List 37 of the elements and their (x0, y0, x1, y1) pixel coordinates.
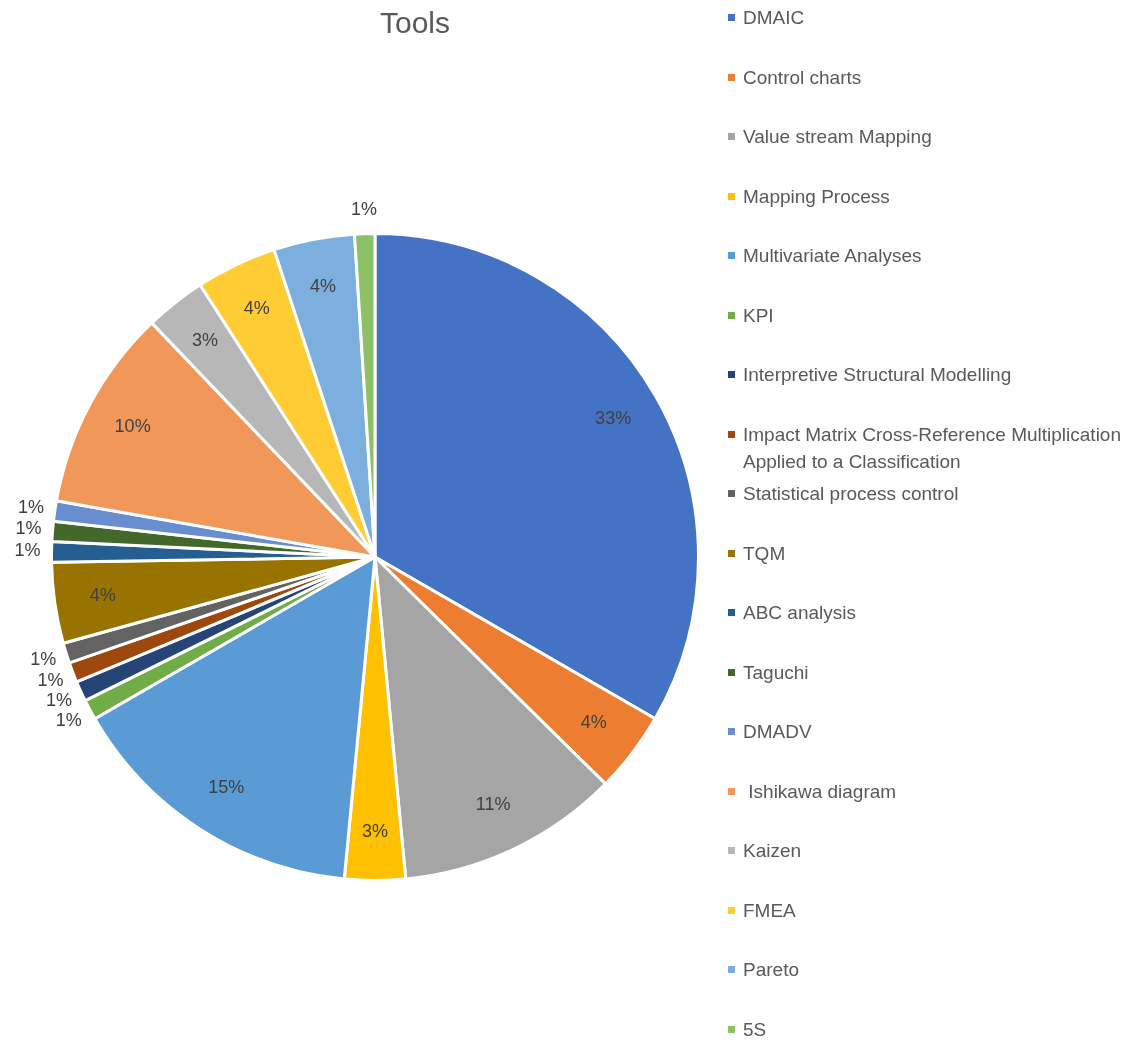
data-label: 4% (243, 297, 270, 318)
legend-label: DMAIC (743, 7, 805, 28)
legend-label: Multivariate Analyses (743, 245, 922, 266)
legend-label: KPI (743, 304, 774, 326)
data-label: 3% (192, 329, 219, 350)
legend-label: Pareto (743, 959, 799, 980)
data-label: 1% (30, 649, 57, 670)
legend-label: Kaizen (743, 840, 802, 861)
legend-label: Value stream Mapping (743, 126, 932, 147)
data-label: 1% (15, 518, 42, 539)
data-label: 1% (37, 669, 64, 690)
legend-label: DMADV (743, 721, 812, 742)
data-label: 1% (14, 540, 41, 561)
data-label: 4% (580, 712, 607, 733)
legend-label: Interpretive Structural Modelling (743, 364, 1012, 385)
legend-label: Mapping Process (743, 185, 890, 207)
legend-label: TQM (743, 542, 786, 564)
data-label: 10% (114, 416, 151, 437)
data-label: 3% (361, 820, 389, 841)
legend-label: FMEA (743, 899, 796, 921)
legend-label: Ishikawa diagram (747, 780, 897, 802)
legend-label: Control charts (743, 66, 862, 88)
data-label: 33% (595, 408, 632, 429)
data-label: 15% (208, 777, 245, 798)
chart-title: Tools (379, 6, 451, 39)
legend-label: Statistical process control (743, 483, 959, 504)
legend-label: Taguchi (743, 661, 809, 683)
data-label: 1% (350, 198, 377, 219)
data-label: 11% (475, 794, 511, 815)
data-label: 1% (45, 690, 72, 711)
data-label: 4% (309, 275, 336, 296)
data-label: 1% (55, 710, 82, 731)
data-label: 4% (89, 585, 116, 606)
legend-label: Impact Matrix Cross-Reference Multiplication Applied to a Classification (743, 423, 1122, 472)
legend-label: ABC analysis (743, 602, 856, 623)
legend-label: 5S (743, 1018, 767, 1040)
data-label: 1% (18, 496, 45, 517)
